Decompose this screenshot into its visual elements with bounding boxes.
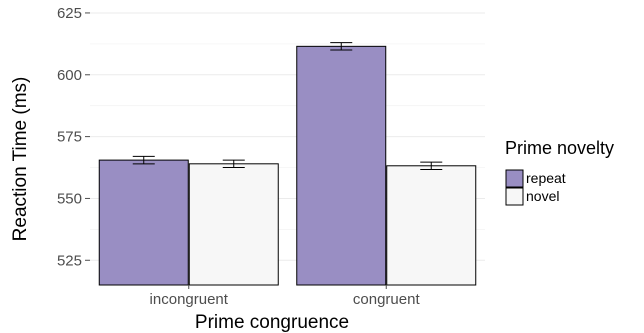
y-tick-label: 550 — [57, 190, 82, 207]
bar-novel-incongruent — [188, 163, 279, 286]
legend-swatch-repeat — [505, 169, 524, 188]
legend: Prime novelty repeat novel — [505, 138, 614, 206]
legend-label-novel: novel — [526, 188, 559, 204]
bar-repeat-incongruent — [98, 159, 189, 286]
y-tick-label: 525 — [57, 252, 82, 269]
y-tick-label: 575 — [57, 129, 82, 146]
x-tick-label: congruent — [353, 291, 421, 308]
legend-items: repeat novel — [505, 169, 566, 206]
legend-label-repeat: repeat — [526, 170, 566, 186]
y-axis-title: Reaction Time (ms) — [10, 77, 31, 242]
legend-swatch-novel — [505, 187, 524, 206]
x-axis-title: Prime congruence — [195, 312, 349, 333]
y-tick-label: 600 — [57, 67, 82, 84]
y-tick-label: 625 — [57, 5, 82, 22]
x-tick-label: incongruent — [150, 291, 229, 308]
bar-group — [98, 42, 477, 286]
bar-repeat-congruent — [296, 45, 387, 286]
legend-title: Prime novelty — [505, 138, 614, 158]
bar-novel-congruent — [386, 165, 477, 286]
x-axis: incongruent congruent — [150, 285, 421, 308]
y-axis: 525 550 575 600 625 — [57, 5, 90, 269]
